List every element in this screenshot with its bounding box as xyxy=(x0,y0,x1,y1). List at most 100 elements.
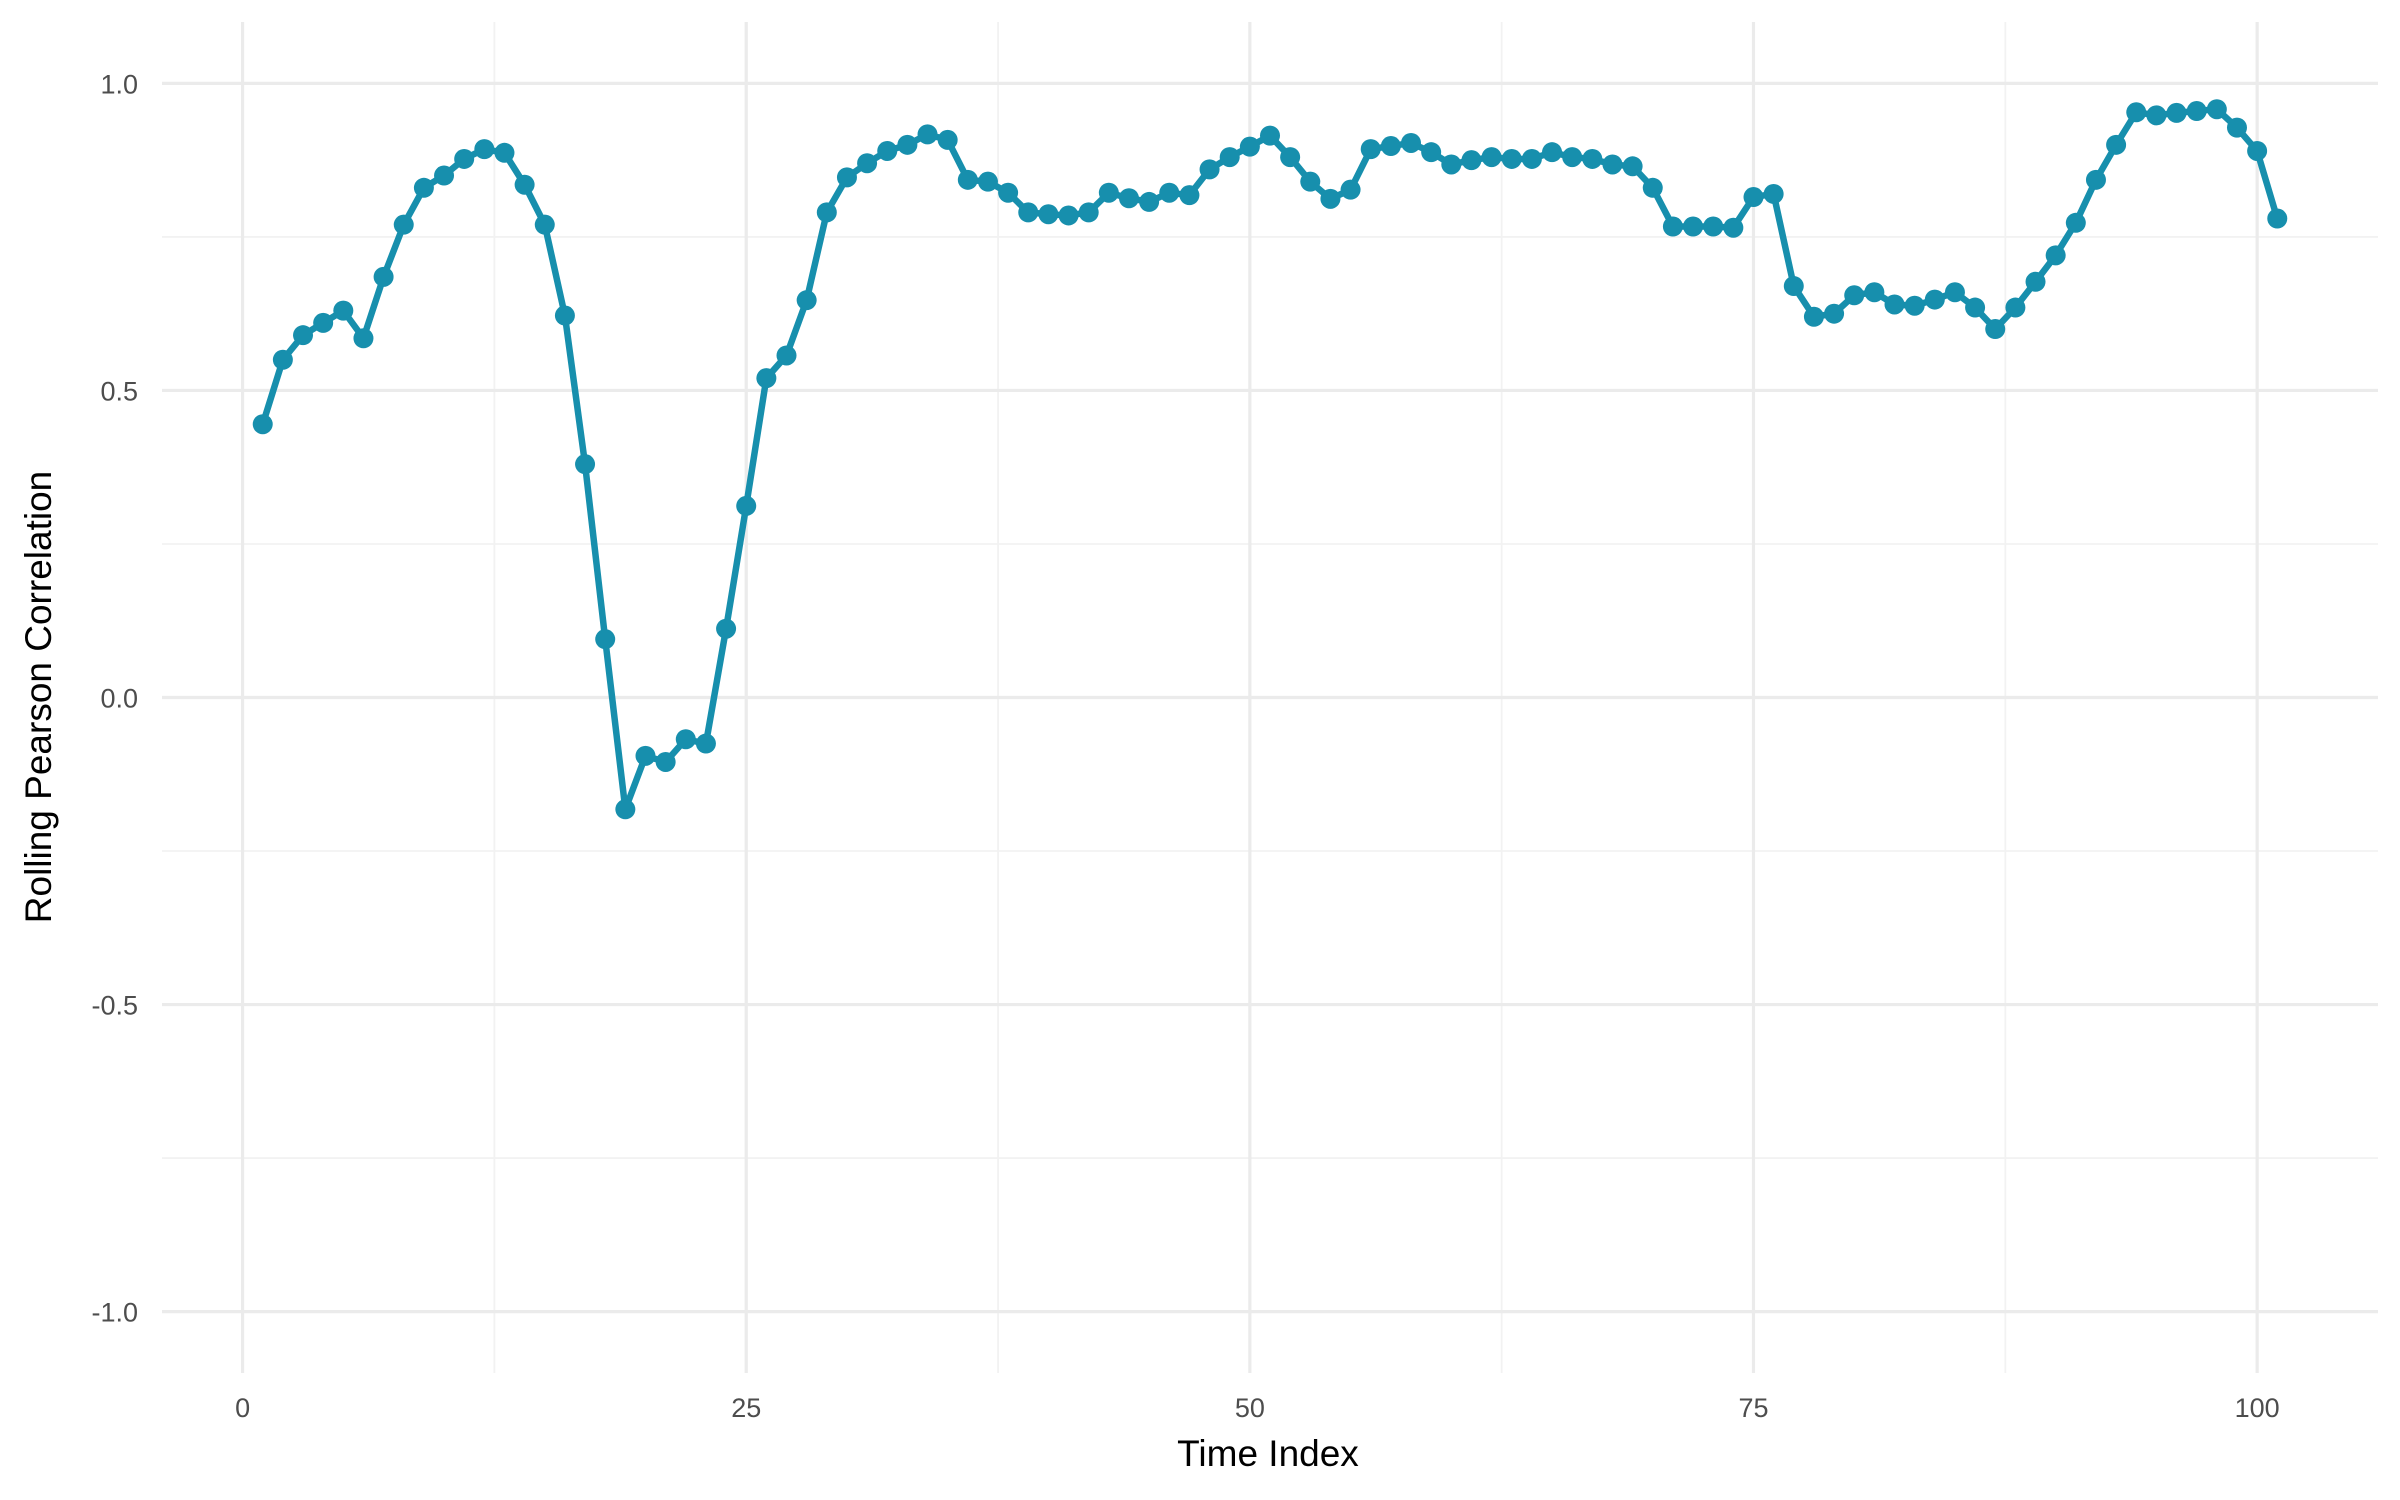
data-point xyxy=(1441,154,1462,175)
x-tick-label: 50 xyxy=(1235,1393,1265,1423)
data-point xyxy=(1300,171,1321,192)
data-point xyxy=(675,729,696,750)
y-tick-label: -0.5 xyxy=(91,991,138,1021)
data-point xyxy=(434,165,455,186)
data-point xyxy=(1340,179,1361,200)
x-tick-label: 0 xyxy=(235,1393,250,1423)
data-point xyxy=(514,174,535,195)
y-tick-label: 0.5 xyxy=(100,376,138,406)
data-point xyxy=(736,495,757,516)
data-point xyxy=(1562,147,1583,168)
data-point xyxy=(635,745,656,766)
data-point xyxy=(1421,142,1442,163)
data-point xyxy=(1743,187,1764,208)
data-point xyxy=(1481,147,1502,168)
y-tick-label: -1.0 xyxy=(91,1298,138,1328)
data-point xyxy=(534,214,555,235)
data-point xyxy=(1844,285,1865,306)
data-point xyxy=(333,300,354,321)
data-point xyxy=(1582,148,1603,169)
data-point xyxy=(1219,147,1240,168)
data-point xyxy=(655,751,676,772)
data-point xyxy=(998,182,1019,203)
tick-labels: 0 25 50 75 100 -1.0 -0.5 0.0 0.5 1.0 xyxy=(91,69,2279,1423)
data-point xyxy=(897,134,918,155)
data-point xyxy=(1622,156,1643,177)
data-point xyxy=(1642,177,1663,198)
y-axis-title: Rolling Pearson Correlation xyxy=(18,471,59,923)
data-point xyxy=(716,618,737,639)
data-point xyxy=(937,129,958,150)
y-tick-label: 0.0 xyxy=(100,684,138,714)
data-point xyxy=(1542,142,1563,163)
data-point xyxy=(494,142,515,163)
data-point xyxy=(1078,202,1099,223)
data-point xyxy=(1401,132,1422,153)
data-point xyxy=(1018,202,1039,223)
data-point xyxy=(816,202,837,223)
data-point xyxy=(1965,297,1986,318)
data-point xyxy=(1139,191,1160,212)
data-point xyxy=(1683,216,1704,237)
x-tick-label: 25 xyxy=(731,1393,761,1423)
data-point xyxy=(1602,154,1623,175)
data-point xyxy=(1662,216,1683,237)
series-line xyxy=(259,105,2281,813)
data-point xyxy=(756,368,777,389)
data-point xyxy=(957,169,978,190)
data-point xyxy=(836,167,857,188)
data-point xyxy=(1159,182,1180,203)
data-point xyxy=(1703,216,1724,237)
data-point xyxy=(857,153,878,174)
data-point xyxy=(615,799,636,820)
data-point xyxy=(1944,282,1965,303)
data-point xyxy=(2085,169,2106,190)
x-tick-label: 75 xyxy=(1738,1393,1768,1423)
data-point xyxy=(1864,282,1885,303)
data-point xyxy=(2005,297,2026,318)
data-point xyxy=(1783,276,1804,297)
data-point xyxy=(1118,188,1139,209)
data-point xyxy=(454,148,475,169)
data-point xyxy=(373,266,394,287)
data-point xyxy=(575,454,596,475)
data-point xyxy=(1924,289,1945,310)
data-point xyxy=(2065,212,2086,233)
data-point xyxy=(796,290,817,311)
data-point xyxy=(1239,136,1260,157)
x-tick-label: 100 xyxy=(2235,1393,2280,1423)
data-point xyxy=(2146,105,2167,126)
data-point xyxy=(2226,117,2247,138)
data-point xyxy=(595,629,616,650)
data-point xyxy=(1038,204,1059,225)
data-point xyxy=(252,414,273,435)
data-point xyxy=(1179,185,1200,206)
data-point xyxy=(2106,134,2127,155)
data-point xyxy=(1904,295,1925,316)
data-point xyxy=(2025,271,2046,292)
data-point xyxy=(272,349,293,370)
data-point xyxy=(2186,101,2207,122)
x-axis-title: Time Index xyxy=(1177,1433,1359,1474)
series-layer xyxy=(252,99,2288,820)
data-point xyxy=(353,328,374,349)
data-point xyxy=(313,312,334,333)
data-point xyxy=(2206,99,2227,120)
data-point xyxy=(474,139,495,160)
data-point xyxy=(917,124,938,145)
data-point xyxy=(1985,319,2006,340)
data-point xyxy=(2267,208,2288,229)
data-point xyxy=(977,171,998,192)
data-point xyxy=(1763,183,1784,204)
data-point xyxy=(1824,303,1845,324)
data-point xyxy=(1058,205,1079,226)
data-point xyxy=(1280,147,1301,168)
data-point xyxy=(695,733,716,754)
data-point xyxy=(1461,150,1482,171)
data-point xyxy=(1803,306,1824,327)
data-point xyxy=(2045,245,2066,266)
data-point xyxy=(1199,159,1220,180)
data-point xyxy=(2247,140,2268,161)
